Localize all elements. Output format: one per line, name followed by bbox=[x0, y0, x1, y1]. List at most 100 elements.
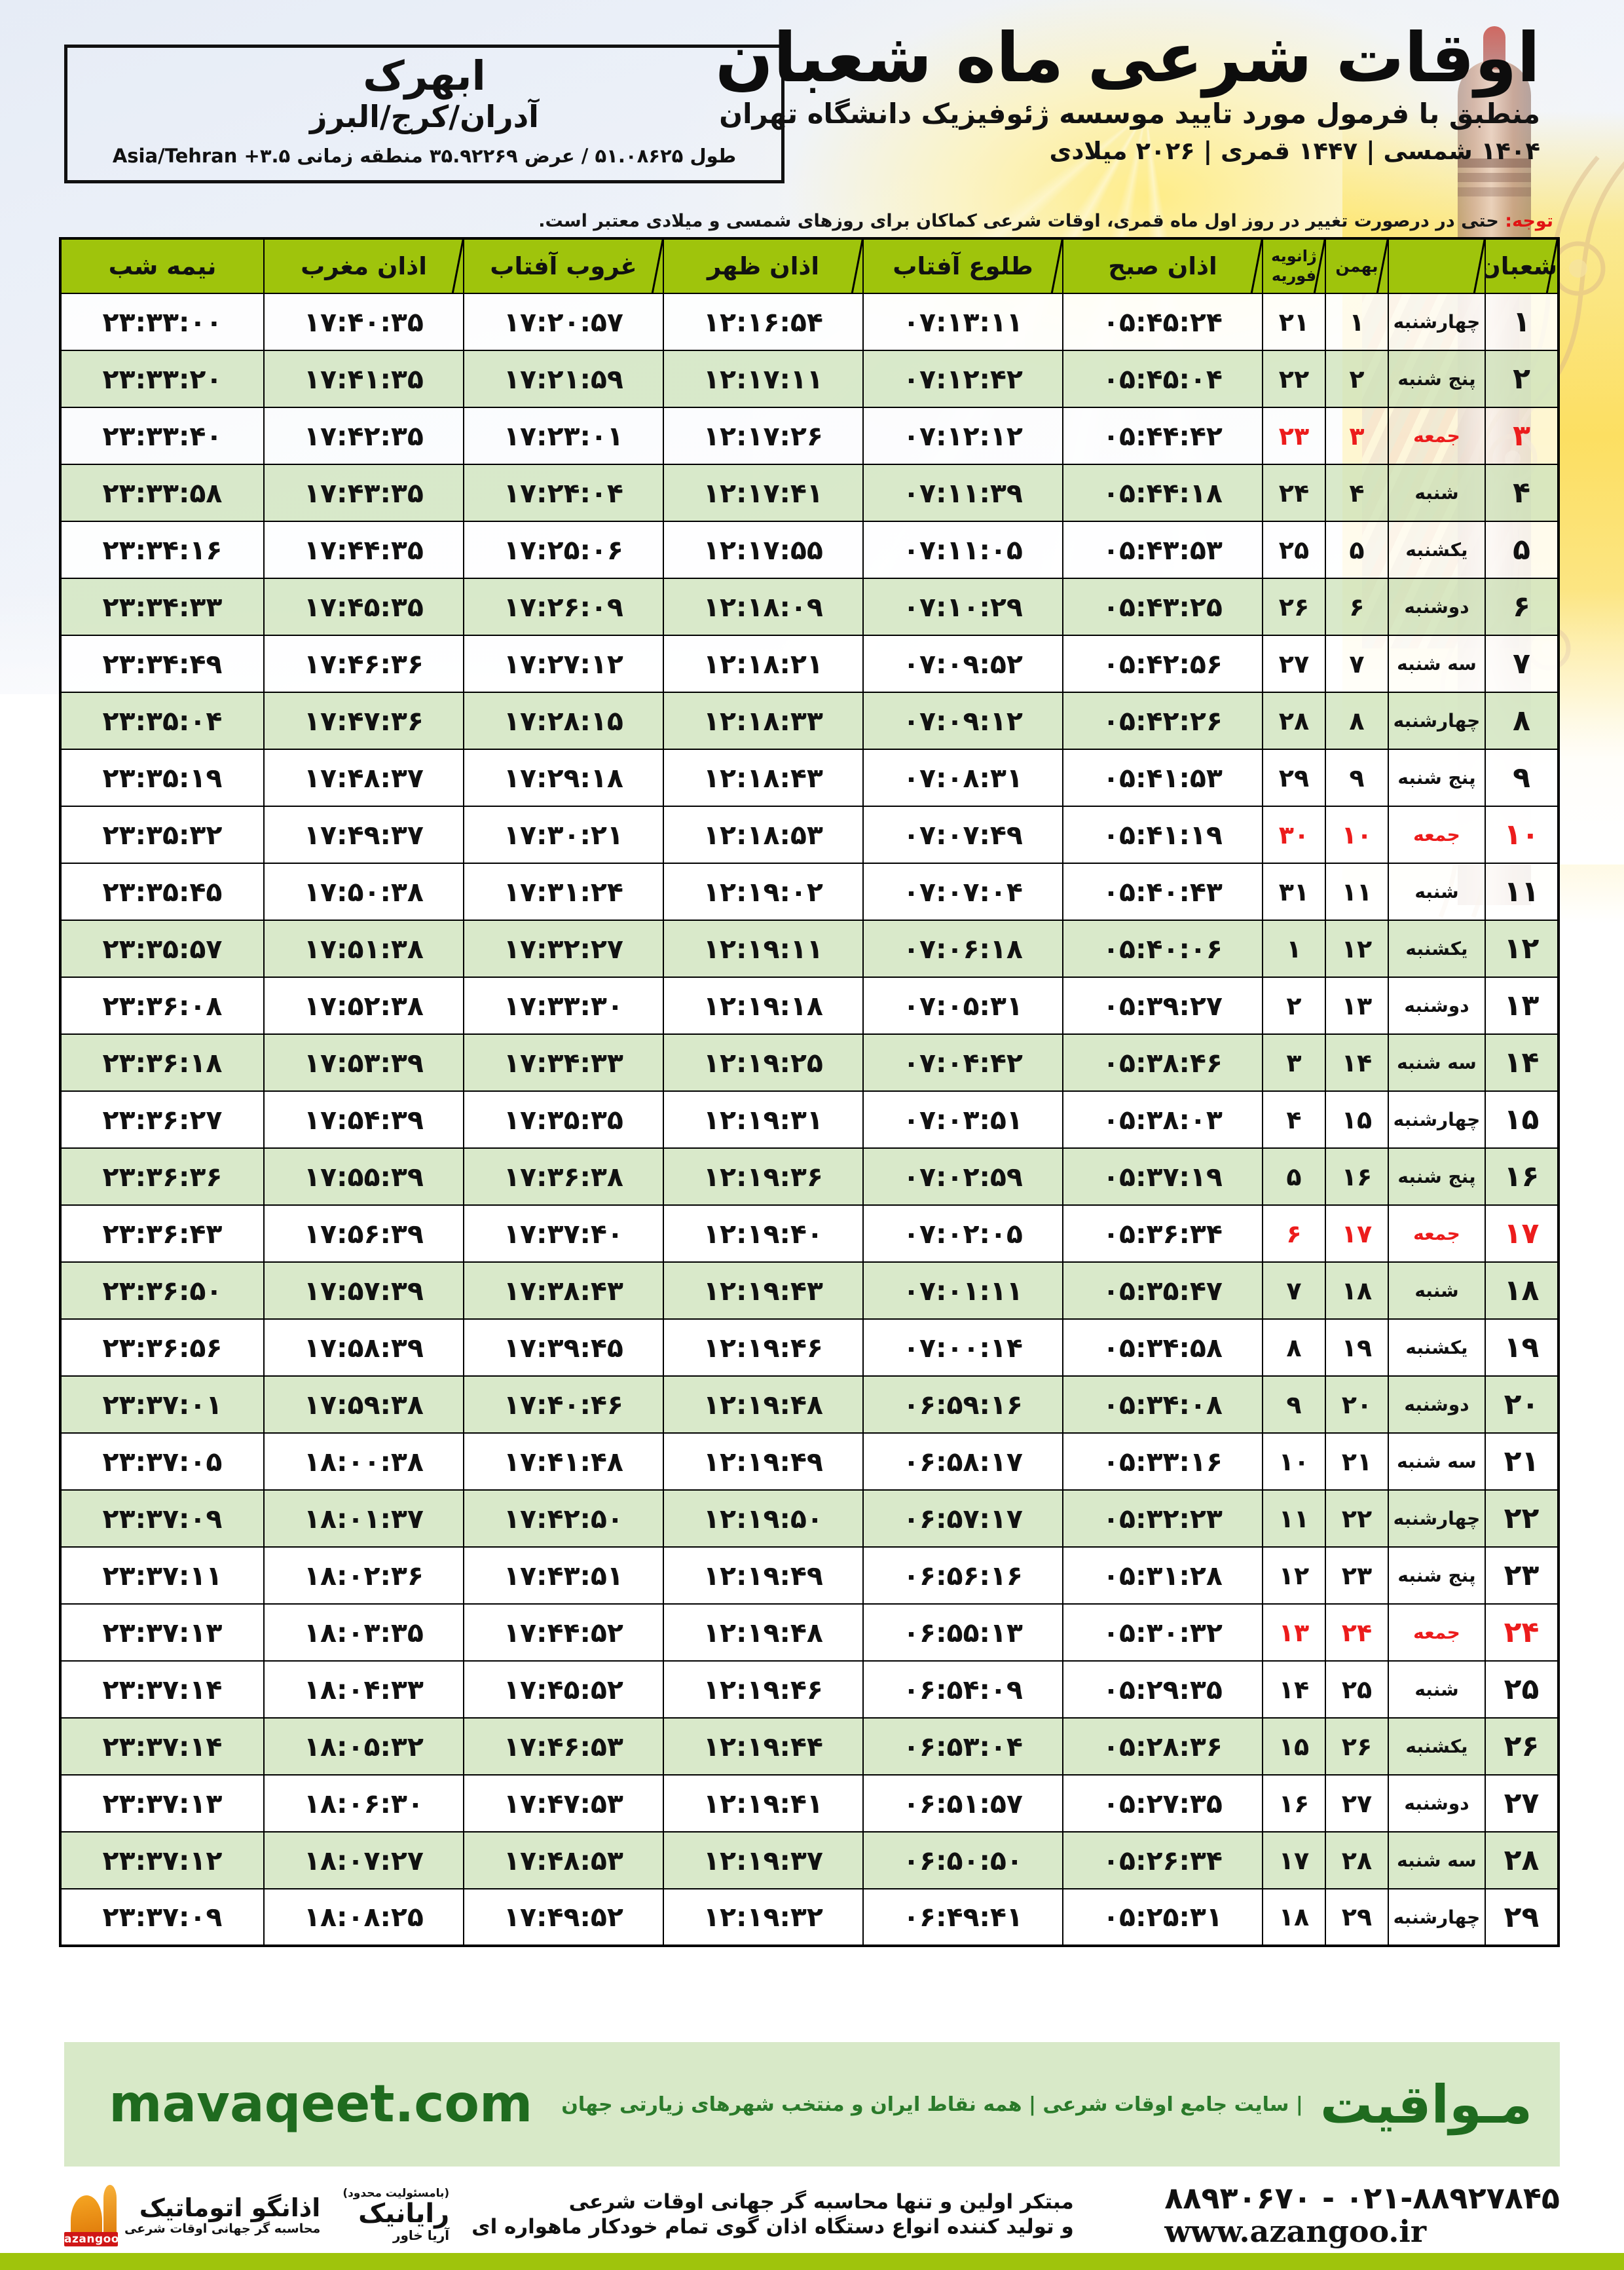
cell-sunset: ۱۷:۳۲:۲۷ bbox=[463, 920, 664, 978]
cell-day: ۲۲ bbox=[1485, 1489, 1559, 1548]
cell-fajr: ۰۵:۲۷:۳۵ bbox=[1062, 1774, 1263, 1833]
cell-dhuhr: ۱۲:۱۹:۱۸ bbox=[663, 977, 864, 1035]
partner-logos: azangoo اذانگو اتوماتیک محاسبه گر جهانی … bbox=[64, 2184, 1080, 2246]
cell-solar: ۲۰ bbox=[1325, 1375, 1389, 1434]
cell-solar: ۲۸ bbox=[1325, 1831, 1389, 1889]
cell-solar: ۲ bbox=[1325, 350, 1389, 408]
cell-solar: ۳ bbox=[1325, 407, 1389, 465]
cell-fajr: ۰۵:۲۶:۳۴ bbox=[1062, 1831, 1263, 1889]
cell-midnight: ۲۳:۳۳:۰۰ bbox=[60, 293, 265, 351]
rayanic-logo-side: آریا خاور bbox=[392, 2227, 450, 2244]
cell-dhuhr: ۱۲:۱۸:۴۳ bbox=[663, 749, 864, 807]
cell-sunrise: ۰۷:۱۱:۰۵ bbox=[862, 521, 1063, 579]
contact-info: ۰۲۱-۸۸۹۲۷۸۴۵ - ۸۸۹۳۰۶۷۰ www.azangoo.ir bbox=[1164, 2182, 1560, 2248]
mavaqeet-domain[interactable]: mavaqeet.com bbox=[109, 2075, 533, 2134]
cell-dow: چهارشنبه bbox=[1388, 1090, 1486, 1149]
cell-midnight: ۲۳:۳۴:۴۹ bbox=[60, 635, 265, 693]
cell-midnight: ۲۳:۳۷:۱۲ bbox=[60, 1831, 265, 1889]
location-city: ابهرک bbox=[363, 52, 486, 100]
cell-fajr: ۰۵:۳۴:۰۸ bbox=[1062, 1375, 1263, 1434]
cell-sunrise: ۰۷:۱۰:۲۹ bbox=[862, 578, 1063, 636]
cell-greg: ۱۲ bbox=[1262, 1546, 1326, 1605]
cell-maghrib: ۱۷:۵۳:۳۹ bbox=[263, 1033, 464, 1092]
cell-sunset: ۱۷:۳۳:۳۰ bbox=[463, 977, 664, 1035]
cell-sunrise: ۰۶:۵۸:۱۷ bbox=[862, 1432, 1063, 1491]
cell-solar: ۹ bbox=[1325, 749, 1389, 807]
contact-website[interactable]: www.azangoo.ir bbox=[1164, 2214, 1427, 2249]
cell-solar: ۵ bbox=[1325, 521, 1389, 579]
cell-day: ۱۱ bbox=[1485, 863, 1559, 921]
cell-dow: شنبه bbox=[1388, 1660, 1486, 1719]
cell-solar: ۲۵ bbox=[1325, 1660, 1389, 1719]
cell-midnight: ۲۳:۳۷:۱۳ bbox=[60, 1603, 265, 1662]
cell-dhuhr: ۱۲:۱۸:۲۱ bbox=[663, 635, 864, 693]
cell-dhuhr: ۱۲:۱۹:۵۰ bbox=[663, 1489, 864, 1548]
company-slogan: مبتکر اولین و تنها محاسبه گر جهانی اوقات… bbox=[471, 2190, 1074, 2240]
table-row: ۲۰ دوشنبه ۲۰ ۹ ۰۵:۳۴:۰۸ ۰۶:۵۹:۱۶ ۱۲:۱۹:۴۸ ۱۷:۴۰… bbox=[60, 1375, 1559, 1434]
cell-midnight: ۲۳:۳۶:۰۸ bbox=[60, 977, 265, 1035]
cell-dow: چهارشنبه bbox=[1388, 293, 1486, 351]
table-row: ۲۸ سه شنبه ۲۸ ۱۷ ۰۵:۲۶:۳۴ ۰۶:۵۰:۵۰ ۱۲:۱۹:۳۷ ۱۷:… bbox=[60, 1831, 1559, 1889]
cell-dow: جمعه bbox=[1388, 806, 1486, 864]
cell-day: ۱۹ bbox=[1485, 1318, 1559, 1377]
table-row: ۳ جمعه ۳ ۲۳ ۰۵:۴۴:۴۲ ۰۷:۱۲:۱۲ ۱۲:۱۷:۲۶ ۱۷:۲۳:۰۱… bbox=[60, 407, 1559, 465]
col-header-weekday bbox=[1388, 238, 1486, 294]
contact-phone: ۰۲۱-۸۸۹۲۷۸۴۵ - ۸۸۹۳۰۶۷۰ bbox=[1164, 2180, 1560, 2216]
cell-maghrib: ۱۸:۰۰:۳۸ bbox=[263, 1432, 464, 1491]
cell-fajr: ۰۵:۲۹:۳۵ bbox=[1062, 1660, 1263, 1719]
cell-maghrib: ۱۷:۴۸:۳۷ bbox=[263, 749, 464, 807]
table-head: شعبان بهمن ژانویه فوریه اذان صبح طلوع آف… bbox=[60, 238, 1559, 294]
table-row: ۷ سه شنبه ۷ ۲۷ ۰۵:۴۲:۵۶ ۰۷:۰۹:۵۲ ۱۲:۱۸:۲۱ ۱۷:۲۷… bbox=[60, 635, 1559, 693]
location-coordinates: طول ۵۱.۰۸۶۲۵ / عرض ۳۵.۹۲۲۶۹ منطقه زمانی … bbox=[112, 145, 737, 168]
note-line: توجه: حتی در درصورت تغییر در روز اول ماه… bbox=[67, 211, 1553, 231]
cell-day: ۲۷ bbox=[1485, 1774, 1559, 1833]
cell-dow: پنج شنبه bbox=[1388, 1147, 1486, 1206]
table-row: ۱۲ یکشنبه ۱۲ ۱ ۰۵:۴۰:۰۶ ۰۷:۰۶:۱۸ ۱۲:۱۹:۱۱ ۱۷:۳۲… bbox=[60, 920, 1559, 978]
cell-solar: ۲۴ bbox=[1325, 1603, 1389, 1662]
cell-fajr: ۰۵:۳۸:۴۶ bbox=[1062, 1033, 1263, 1092]
cell-sunset: ۱۷:۴۹:۵۲ bbox=[463, 1888, 664, 1946]
cell-sunset: ۱۷:۳۶:۳۸ bbox=[463, 1147, 664, 1206]
cell-fajr: ۰۵:۳۹:۲۷ bbox=[1062, 977, 1263, 1035]
cell-dow: شنبه bbox=[1388, 863, 1486, 921]
cell-sunset: ۱۷:۴۷:۵۳ bbox=[463, 1774, 664, 1833]
cell-dow: پنج شنبه bbox=[1388, 749, 1486, 807]
cell-solar: ۷ bbox=[1325, 635, 1389, 693]
cell-sunrise: ۰۶:۵۵:۱۳ bbox=[862, 1603, 1063, 1662]
mavaqeet-tagline: | سایت جامع اوقات شرعی | همه نقاط ایران … bbox=[561, 2093, 1303, 2116]
cell-sunset: ۱۷:۲۴:۰۴ bbox=[463, 464, 664, 522]
cell-solar: ۲۹ bbox=[1325, 1888, 1389, 1946]
cell-maghrib: ۱۷:۵۰:۳۸ bbox=[263, 863, 464, 921]
cell-day: ۲۹ bbox=[1485, 1888, 1559, 1946]
cell-fajr: ۰۵:۴۱:۵۳ bbox=[1062, 749, 1263, 807]
cell-sunset: ۱۷:۳۴:۳۳ bbox=[463, 1033, 664, 1092]
cell-solar: ۱۲ bbox=[1325, 920, 1389, 978]
cell-sunrise: ۰۷:۱۳:۱۱ bbox=[862, 293, 1063, 351]
cell-greg: ۴ bbox=[1262, 1090, 1326, 1149]
cell-sunrise: ۰۶:۴۹:۴۱ bbox=[862, 1888, 1063, 1946]
cell-sunrise: ۰۷:۰۵:۳۱ bbox=[862, 977, 1063, 1035]
cell-midnight: ۲۳:۳۳:۵۸ bbox=[60, 464, 265, 522]
cell-maghrib: ۱۷:۵۸:۳۹ bbox=[263, 1318, 464, 1377]
table-row: ۲۲ چهارشنبه ۲۲ ۱۱ ۰۵:۳۲:۲۳ ۰۶:۵۷:۱۷ ۱۲:۱۹:۵۰ ۱۷… bbox=[60, 1489, 1559, 1548]
cell-day: ۲۸ bbox=[1485, 1831, 1559, 1889]
cell-greg: ۲۹ bbox=[1262, 749, 1326, 807]
cell-dhuhr: ۱۲:۱۹:۰۲ bbox=[663, 863, 864, 921]
cell-dhuhr: ۱۲:۱۹:۴۸ bbox=[663, 1603, 864, 1662]
calendar-years: ۱۴۰۴ شمسی | ۱۴۴۷ قمری | ۲۰۲۶ میلادی bbox=[1049, 136, 1540, 165]
cell-sunrise: ۰۷:۰۷:۴۹ bbox=[862, 806, 1063, 864]
table-row: ۱ چهارشنبه ۱ ۲۱ ۰۵:۴۵:۲۴ ۰۷:۱۳:۱۱ ۱۲:۱۶:۵۴ ۱۷:۲… bbox=[60, 293, 1559, 351]
cell-solar: ۱۰ bbox=[1325, 806, 1389, 864]
footer-banner: مـواقیت | سایت جامع اوقات شرعی | همه نقا… bbox=[64, 2042, 1560, 2167]
cell-sunrise: ۰۶:۵۴:۰۹ bbox=[862, 1660, 1063, 1719]
table-row: ۲۴ جمعه ۲۴ ۱۳ ۰۵:۳۰:۳۲ ۰۶:۵۵:۱۳ ۱۲:۱۹:۴۸ ۱۷:۴۴:… bbox=[60, 1603, 1559, 1662]
cell-fajr: ۰۵:۳۳:۱۶ bbox=[1062, 1432, 1263, 1491]
cell-midnight: ۲۳:۳۵:۳۲ bbox=[60, 806, 265, 864]
cell-sunset: ۱۷:۴۲:۵۰ bbox=[463, 1489, 664, 1548]
table-row: ۱۰ جمعه ۱۰ ۳۰ ۰۵:۴۱:۱۹ ۰۷:۰۷:۴۹ ۱۲:۱۸:۵۳ ۱۷:۳۰:… bbox=[60, 806, 1559, 864]
cell-fajr: ۰۵:۲۵:۳۱ bbox=[1062, 1888, 1263, 1946]
cell-dow: سه شنبه bbox=[1388, 1033, 1486, 1092]
cell-day: ۱۳ bbox=[1485, 977, 1559, 1035]
cell-dhuhr: ۱۲:۱۸:۰۹ bbox=[663, 578, 864, 636]
cell-fajr: ۰۵:۴۳:۵۳ bbox=[1062, 521, 1263, 579]
